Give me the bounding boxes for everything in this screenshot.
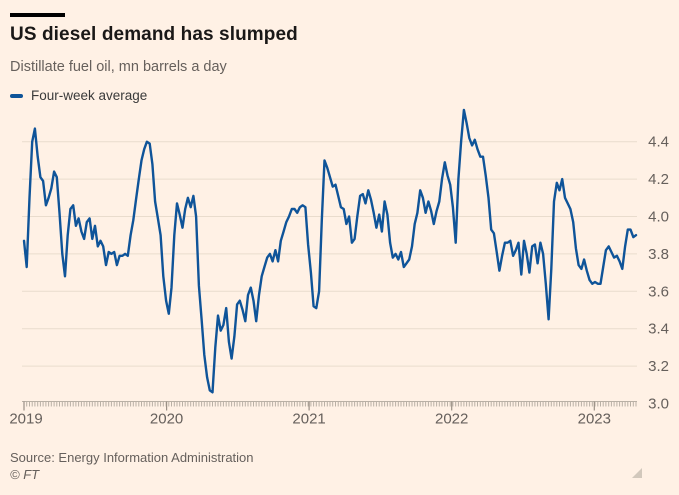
y-axis-label: 3.8 [648, 246, 669, 263]
y-axis-label: 4.4 [648, 134, 669, 151]
legend: Four-week average [10, 88, 147, 103]
x-axis-label: 2019 [9, 411, 42, 428]
y-axis-label: 3.0 [648, 396, 669, 413]
x-axis-label: 2022 [435, 411, 468, 428]
source-note: Source: Energy Information Administratio… [10, 450, 254, 465]
chart-title: US diesel demand has slumped [10, 24, 298, 45]
top-rule [10, 13, 65, 17]
resize-handle-icon[interactable] [632, 468, 642, 478]
ft-copyright: © FT [10, 467, 40, 482]
legend-line-swatch [10, 93, 23, 98]
y-axis-label: 3.2 [648, 358, 669, 375]
series-line-four-week-average [22, 108, 638, 394]
x-axis-label: 2020 [150, 411, 183, 428]
legend-label: Four-week average [31, 88, 148, 103]
y-axis-label: 3.4 [648, 321, 669, 338]
x-axis-label: 2021 [292, 411, 325, 428]
x-axis-label: 2023 [578, 411, 611, 428]
y-axis-label: 4.2 [648, 171, 669, 188]
chart-subtitle: Distillate fuel oil, mn barrels a day [10, 59, 227, 75]
y-axis-label: 3.6 [648, 283, 669, 300]
y-axis-label: 4.0 [648, 209, 669, 226]
